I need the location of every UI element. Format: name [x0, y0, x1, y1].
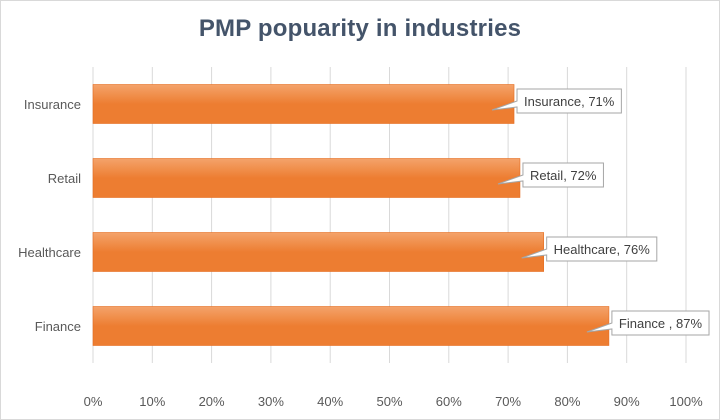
bar-finance: [92, 306, 610, 346]
x-tick-label: 80%: [554, 394, 580, 409]
data-label-callout: [586, 310, 710, 336]
x-tick-label: 10%: [139, 394, 165, 409]
data-label: Insurance, 71%: [491, 88, 622, 114]
category-label: Insurance: [24, 97, 81, 112]
data-label: Retail, 72%: [497, 162, 604, 188]
data-label-text: Insurance, 71%: [524, 94, 615, 109]
x-tick-label: 90%: [614, 394, 640, 409]
x-tick-label: 50%: [376, 394, 402, 409]
category-label: Finance: [35, 319, 81, 334]
data-label-text: Finance , 87%: [619, 316, 703, 331]
x-tick-label: 70%: [495, 394, 521, 409]
data-label-callout: [521, 236, 658, 262]
x-tick-label: 30%: [258, 394, 284, 409]
chart-title: PMP popuarity in industries: [198, 15, 522, 42]
data-label-text: Retail, 72%: [530, 168, 597, 183]
x-tick-label: 20%: [199, 394, 225, 409]
data-label: Finance , 87%: [586, 310, 710, 336]
x-tick-label: 0%: [84, 394, 103, 409]
category-label: Healthcare: [18, 245, 81, 260]
data-label: Healthcare, 76%: [521, 236, 658, 262]
data-label-callout: [491, 88, 622, 114]
category-label: Retail: [48, 171, 81, 186]
bar-retail: [92, 158, 521, 198]
data-label-text: Healthcare, 76%: [554, 242, 651, 257]
data-label-callout: [497, 162, 604, 188]
bar-healthcare: [92, 232, 544, 272]
x-tick-label: 40%: [317, 394, 343, 409]
bar-insurance: [92, 84, 515, 124]
x-tick-label: 100%: [669, 394, 703, 409]
x-tick-label: 60%: [436, 394, 462, 409]
